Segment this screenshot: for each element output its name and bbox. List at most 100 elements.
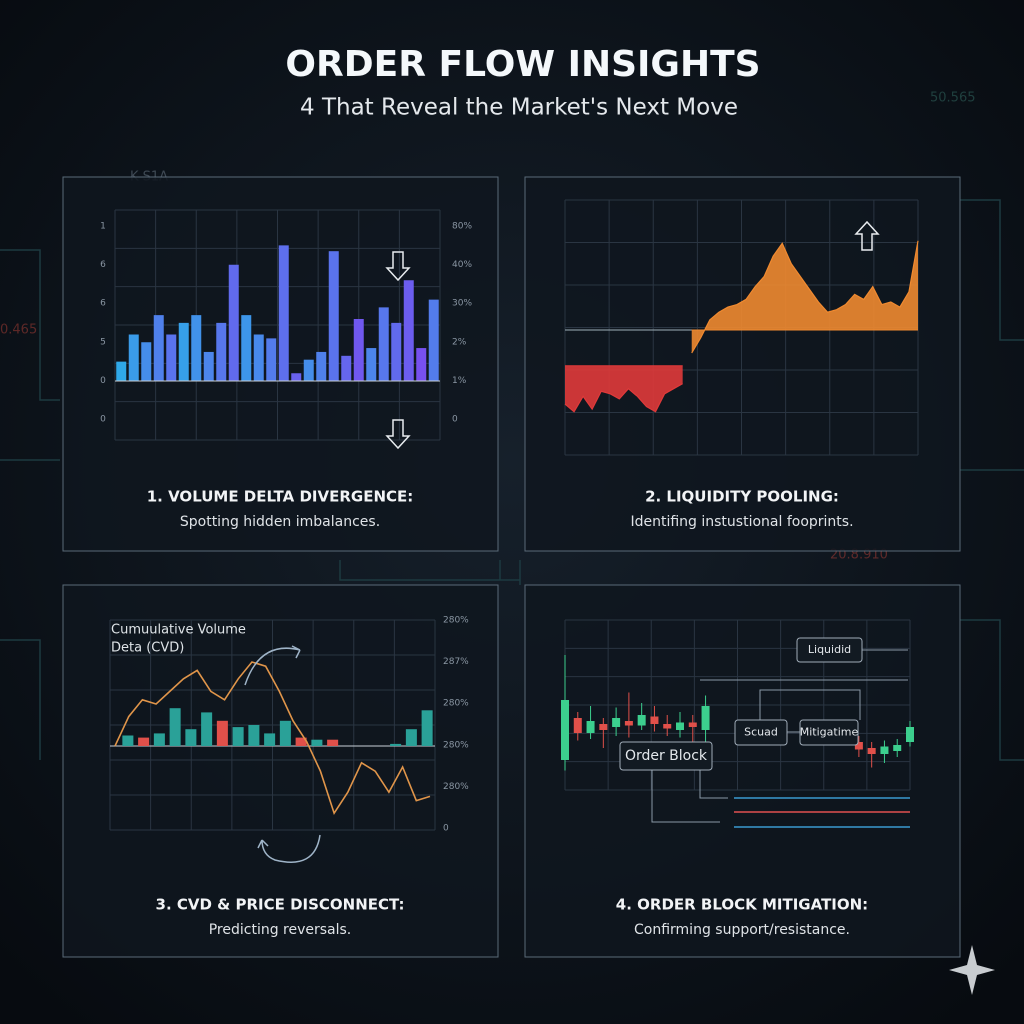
y2-tick-label: 280% [443, 782, 469, 792]
area-line [691, 240, 919, 354]
bar [391, 322, 402, 381]
bar [216, 720, 228, 746]
panel-title: 3. CVD & PRICE DISCONNECT: [156, 896, 405, 914]
panel-subtitle: Predicting reversals. [209, 922, 352, 938]
panel-title: 2. LIQUIDITY POOLING: [645, 488, 839, 506]
bar [228, 264, 239, 381]
bar [428, 299, 439, 381]
annotation: Scuad [744, 726, 778, 739]
y-tick-label: 6 [100, 260, 106, 270]
bar [185, 729, 197, 746]
bar [128, 334, 139, 381]
candle-body [688, 722, 697, 727]
bar [122, 735, 134, 746]
candle-body [867, 748, 876, 754]
curved-arrow [257, 834, 321, 863]
arrow-icon [385, 419, 411, 450]
bar [232, 727, 244, 746]
bar [421, 710, 433, 746]
bar [390, 743, 402, 746]
area-line [564, 383, 683, 413]
annotation: Liquidid [808, 643, 851, 656]
bar [328, 251, 339, 381]
cvd-line [114, 661, 431, 816]
y2-tick-label: 40% [452, 260, 472, 270]
bar [138, 737, 150, 746]
y2-tick-label: 287% [443, 657, 469, 667]
bar [378, 307, 389, 381]
y2-tick-label: 280% [443, 740, 469, 750]
y-tick-label: 1 [100, 222, 106, 232]
bar [279, 720, 291, 746]
bar [201, 712, 213, 746]
arrow-icon [854, 220, 880, 251]
y2-tick-label: 0 [443, 824, 449, 834]
candle-body [637, 715, 646, 726]
annotation: Mitigatime [800, 726, 859, 739]
candle-body [573, 718, 582, 733]
y-tick-label: 0 [100, 376, 106, 386]
y2-tick-label: 280% [443, 699, 469, 709]
bar [316, 351, 327, 381]
bar [216, 322, 227, 381]
bar [278, 245, 289, 381]
connector [651, 649, 908, 823]
page-title: ORDER FLOW INSIGHTS [285, 44, 760, 85]
panel-subtitle: Spotting hidden imbalances. [180, 514, 380, 530]
background-text: 50.565 [930, 91, 976, 106]
y2-tick-label: 2% [452, 337, 467, 347]
y-tick-label: 5 [100, 337, 106, 347]
bar [203, 351, 214, 381]
candle-body [854, 742, 863, 750]
bar [327, 739, 339, 746]
bar [253, 334, 264, 381]
bar [303, 359, 314, 381]
bar [311, 739, 323, 746]
annotation: Cumuulative Volume [111, 623, 246, 638]
bar [403, 280, 414, 381]
panel [524, 584, 961, 958]
bar [353, 319, 364, 381]
bar [153, 315, 164, 381]
annotation-box [734, 719, 788, 746]
area-fill [691, 240, 918, 353]
candle-body [676, 722, 684, 730]
annotation-box [796, 637, 863, 663]
bar [241, 315, 252, 381]
y2-tick-label: 30% [452, 299, 472, 309]
circuit-lines [0, 199, 1024, 761]
bar [191, 315, 202, 381]
panel-title: 1. VOLUME DELTA DIVERGENCE: [147, 488, 414, 506]
bar [169, 708, 181, 746]
bar [166, 334, 177, 381]
y2-tick-label: 280% [443, 616, 469, 626]
background-text: 0.465 [0, 323, 37, 338]
bar [405, 729, 417, 746]
sparkle-icon [949, 945, 995, 995]
arrow-icon [385, 251, 411, 282]
candle-body [650, 716, 659, 724]
panel-title: 4. ORDER BLOCK MITIGATION: [616, 896, 868, 914]
candle-body [880, 746, 889, 754]
page-subtitle: 4 That Reveal the Market's Next Move [300, 95, 738, 121]
y2-tick-label: 1% [452, 376, 467, 386]
bar [266, 338, 277, 381]
candle-body [599, 724, 608, 730]
bar [366, 348, 377, 381]
curved-arrow [244, 645, 301, 686]
annotation-box [799, 719, 859, 746]
panel-subtitle: Identifing instustional fooprints. [630, 514, 853, 530]
bar [153, 733, 165, 746]
candle-body [586, 721, 595, 733]
candle-body [663, 724, 672, 729]
annotation: Deta (CVD) [111, 641, 184, 656]
bar [264, 733, 276, 746]
bar [116, 361, 127, 381]
candle-body [906, 727, 914, 742]
y2-tick-label: 80% [452, 222, 472, 232]
bar [416, 348, 427, 381]
panels [62, 176, 961, 958]
bar [291, 373, 302, 381]
area-fill [565, 365, 683, 412]
